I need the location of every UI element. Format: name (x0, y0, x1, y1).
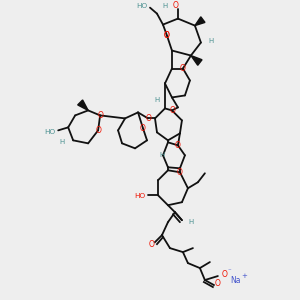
Text: O: O (177, 168, 183, 177)
Text: H: H (209, 38, 214, 44)
Text: O: O (215, 278, 221, 287)
Text: HO: HO (44, 129, 55, 135)
Text: O: O (149, 240, 155, 249)
Polygon shape (195, 17, 205, 26)
Text: O: O (222, 270, 228, 279)
Text: O: O (97, 111, 103, 120)
Text: O: O (180, 64, 186, 73)
Text: O: O (164, 31, 170, 40)
Polygon shape (191, 56, 202, 65)
Text: +: + (241, 273, 247, 279)
Text: ⁻: ⁻ (228, 268, 232, 274)
Text: O: O (175, 141, 181, 150)
Text: O: O (140, 124, 146, 133)
Text: H: H (155, 98, 160, 103)
Text: O: O (146, 114, 152, 123)
Text: HO: HO (134, 193, 145, 199)
Text: H: H (163, 3, 168, 9)
Text: O: O (173, 1, 179, 10)
Text: O: O (170, 106, 176, 115)
Polygon shape (78, 100, 88, 110)
Text: Na: Na (230, 275, 240, 284)
Text: H: H (59, 139, 64, 145)
Text: O: O (164, 31, 170, 40)
Text: O: O (95, 126, 101, 135)
Text: HO: HO (136, 3, 147, 9)
Text: H: H (160, 152, 165, 158)
Text: H: H (188, 219, 193, 225)
